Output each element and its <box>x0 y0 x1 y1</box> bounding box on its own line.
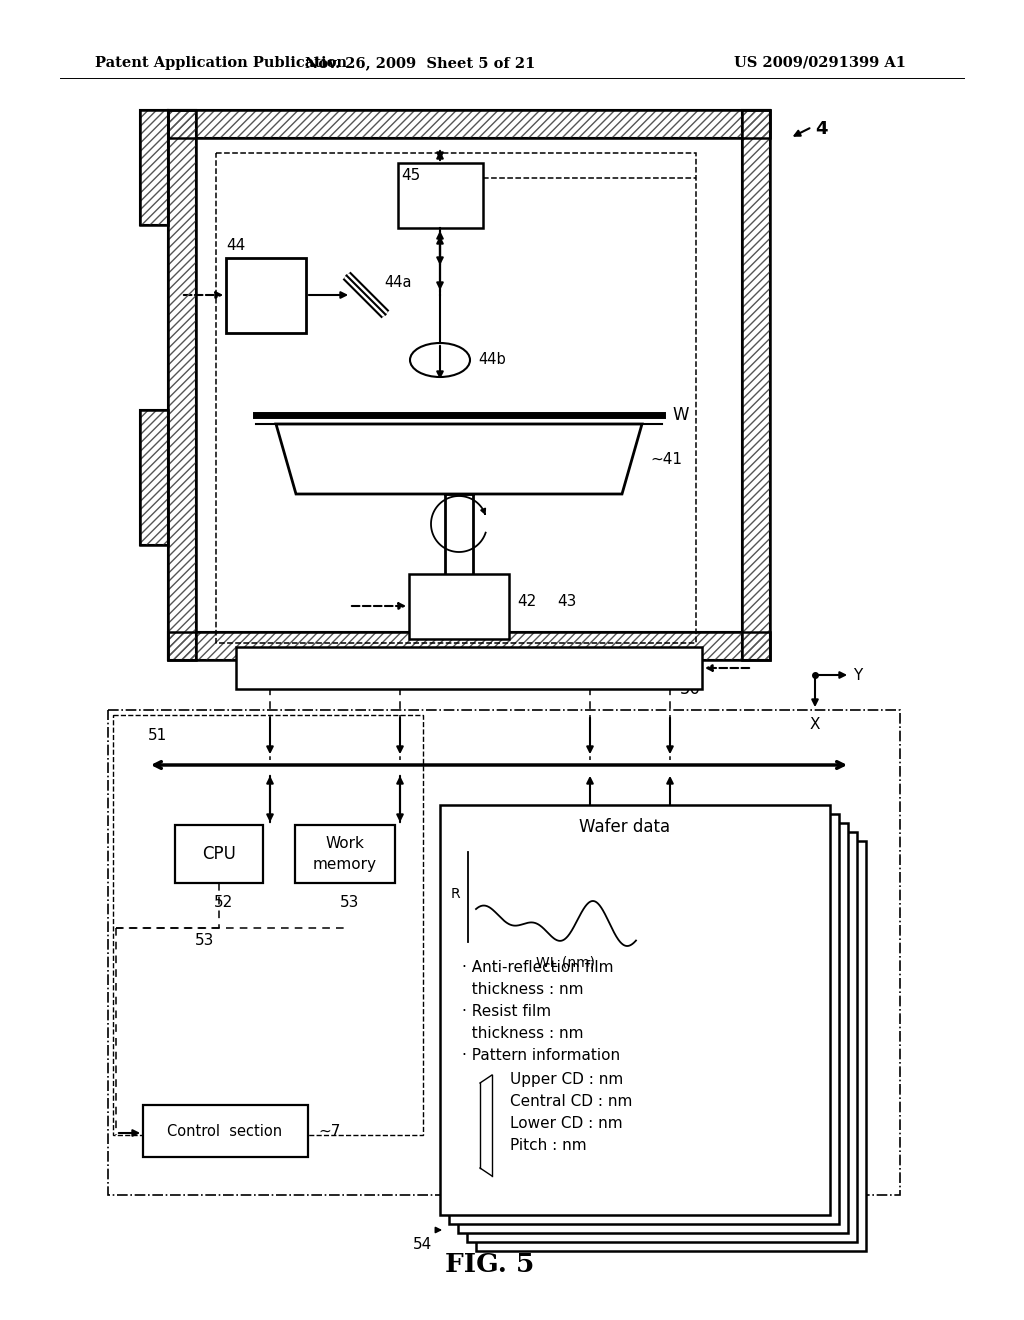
Bar <box>140 110 168 224</box>
Text: 42: 42 <box>517 594 537 609</box>
Text: Lower CD : nm: Lower CD : nm <box>510 1115 623 1131</box>
Bar <box>742 110 770 660</box>
Text: thickness : nm: thickness : nm <box>462 1026 584 1041</box>
Text: Central CD : nm: Central CD : nm <box>510 1094 633 1109</box>
Text: 4: 4 <box>815 120 827 139</box>
Text: ~7: ~7 <box>318 1123 340 1138</box>
Text: R: R <box>451 887 460 902</box>
Bar <box>742 110 770 660</box>
Text: memory: memory <box>313 857 377 871</box>
Bar <box>216 153 696 643</box>
Text: US 2009/0291399 A1: US 2009/0291399 A1 <box>734 55 906 70</box>
Bar <box>143 1105 308 1158</box>
Bar <box>295 825 395 883</box>
Text: Patent Application Publication: Patent Application Publication <box>95 55 347 70</box>
Text: CPU: CPU <box>202 845 236 863</box>
Text: 43: 43 <box>557 594 577 609</box>
Bar <box>168 110 770 139</box>
Text: 44: 44 <box>226 238 246 253</box>
Bar <box>742 110 770 660</box>
Text: Control  section: Control section <box>168 1123 283 1138</box>
Text: 45: 45 <box>401 168 420 183</box>
Bar <box>458 822 848 1233</box>
Text: 44b: 44b <box>478 352 506 367</box>
Bar <box>140 110 168 224</box>
Bar <box>168 110 770 139</box>
Text: 53: 53 <box>340 895 359 909</box>
Text: ~41: ~41 <box>650 451 682 466</box>
Text: 54: 54 <box>413 1237 432 1251</box>
Bar <box>168 632 770 660</box>
Bar <box>449 814 839 1224</box>
Bar <box>226 257 306 333</box>
Text: · Anti-reflection film: · Anti-reflection film <box>462 960 613 975</box>
Text: Y: Y <box>853 668 862 682</box>
Text: 50: 50 <box>680 680 701 698</box>
Bar <box>168 110 770 139</box>
Bar <box>140 411 168 545</box>
Text: Pitch : nm: Pitch : nm <box>510 1138 587 1152</box>
Text: thickness : nm: thickness : nm <box>462 982 584 997</box>
Bar <box>168 632 770 660</box>
Text: WL (nm): WL (nm) <box>536 956 595 970</box>
Bar <box>168 632 770 660</box>
Bar <box>168 110 196 660</box>
Bar <box>440 805 830 1214</box>
Bar <box>168 110 196 660</box>
Bar <box>467 832 857 1242</box>
Bar <box>140 411 168 545</box>
Text: W: W <box>672 407 688 424</box>
Text: 52: 52 <box>214 895 233 909</box>
Text: X: X <box>810 717 820 733</box>
Bar <box>196 139 742 632</box>
Bar <box>236 647 702 689</box>
Bar <box>168 110 196 660</box>
Text: Work: Work <box>326 837 365 851</box>
Text: Upper CD : nm: Upper CD : nm <box>510 1072 624 1086</box>
Text: · Resist film: · Resist film <box>462 1005 551 1019</box>
Text: FIG. 5: FIG. 5 <box>445 1253 535 1278</box>
Text: 53: 53 <box>195 933 214 948</box>
Text: · Pattern information: · Pattern information <box>462 1048 621 1063</box>
Text: 51: 51 <box>148 729 167 743</box>
Bar <box>140 411 168 545</box>
Bar <box>409 574 509 639</box>
Text: Wafer data: Wafer data <box>580 818 671 836</box>
Text: Nov. 26, 2009  Sheet 5 of 21: Nov. 26, 2009 Sheet 5 of 21 <box>305 55 536 70</box>
Bar <box>113 715 423 1135</box>
Text: 44a: 44a <box>384 275 412 290</box>
Polygon shape <box>276 424 642 494</box>
Bar <box>175 825 263 883</box>
Bar <box>476 841 866 1251</box>
Bar <box>108 710 900 1195</box>
Bar <box>398 162 483 228</box>
Bar <box>140 110 168 224</box>
